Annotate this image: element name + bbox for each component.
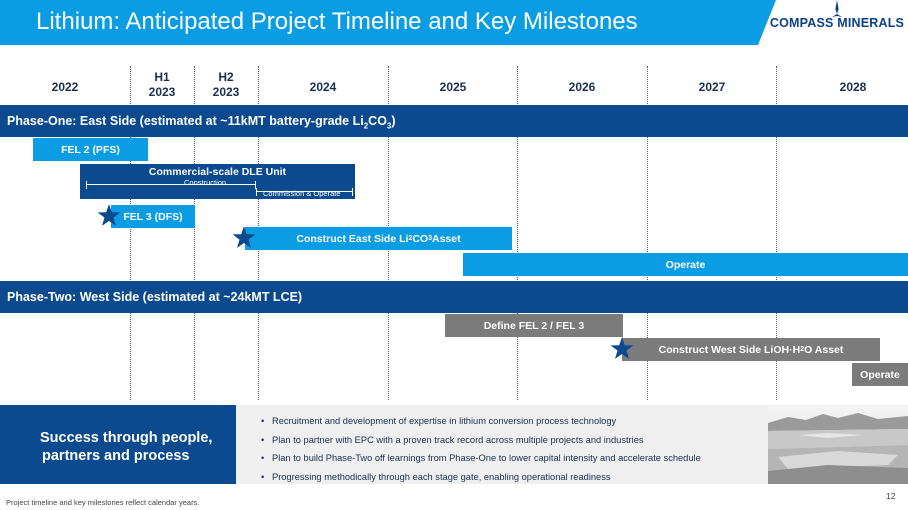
year-label: 2024 (309, 80, 337, 94)
slide-title: Lithium: Anticipated Project Timeline an… (36, 8, 638, 35)
construct-east-label-part: CO (412, 232, 429, 245)
fel3-bar: FEL 3 (DFS) (111, 205, 195, 228)
year-label: H2 2023 (212, 70, 240, 99)
phase-one-band: Phase-One: East Side (estimated at ~11kM… (0, 105, 908, 137)
operate-label: Operate (860, 368, 900, 381)
phase-two-title: Phase-Two: West Side (estimated at ~24kM… (7, 290, 303, 304)
phase-one-title-part: ) (391, 114, 396, 128)
milestone-star-icon (232, 226, 256, 248)
milestone-star-icon (97, 204, 121, 226)
construct-west-label-part: O Asset (804, 343, 844, 356)
headline-line: Success through people, (40, 430, 213, 446)
year-label: H1 2023 (148, 70, 176, 99)
phase-two-band: Phase-Two: West Side (estimated at ~24kM… (0, 281, 908, 313)
construction-label: Construction (184, 178, 227, 187)
subscript: 2 (408, 235, 413, 242)
define-fel-label: Define FEL 2 / FEL 3 (483, 319, 585, 332)
footnote: Project timeline and key milestones refl… (6, 498, 200, 507)
success-headline: Success through people, partners and pro… (40, 429, 212, 465)
operate-east-bar: Operate (463, 253, 908, 276)
operate-west-bar: Operate (852, 363, 908, 386)
commission-label: Commission & Operate (263, 189, 341, 198)
site-photo (768, 405, 908, 484)
subscript: 3 (428, 235, 432, 242)
construct-west-label: Construct West Side LiOH·H (658, 343, 801, 356)
bullet-item: Progressing methodically through each st… (261, 468, 701, 487)
slide-header: Lithium: Anticipated Project Timeline an… (0, 0, 908, 45)
define-fel-bar: Define FEL 2 / FEL 3 (445, 314, 623, 337)
gridline (130, 66, 131, 400)
gridline (647, 66, 648, 400)
page-number: 12 (886, 491, 896, 501)
headline-line: partners and process (42, 448, 190, 464)
gridline (194, 66, 195, 400)
gridline (776, 66, 777, 400)
subscript: 3 (386, 121, 392, 131)
subscript: 2 (363, 121, 369, 131)
milestone-star-icon (610, 337, 634, 359)
commission-bracket (256, 188, 353, 196)
construction-bracket (86, 181, 256, 189)
dle-title: Commercial-scale DLE Unit (148, 166, 287, 178)
bullet-item: Plan to partner with EPC with a proven t… (261, 431, 701, 450)
year-label: 2028 (839, 80, 867, 94)
construct-east-label: Construct East Side Li (296, 232, 409, 245)
logo-text: COMPASS MINERALS (769, 16, 905, 30)
gridline (517, 66, 518, 400)
fel3-label: FEL 3 (DFS) (123, 210, 183, 223)
success-panel: Success through people, partners and pro… (0, 405, 236, 484)
construct-west-bar: Construct West Side LiOH·H 2 O Asset (622, 338, 880, 361)
compass-star-icon (832, 0, 842, 17)
operate-label: Operate (665, 258, 706, 271)
year-label: 2026 (568, 80, 596, 94)
company-logo: COMPASS MINERALS (766, 0, 908, 45)
bullet-list: Recruitment and development of expertise… (261, 412, 701, 487)
year-label: 2022 (51, 80, 79, 94)
year-label: 2025 (439, 80, 467, 94)
phase-one-title-part: CO (368, 114, 387, 128)
fel2-label: FEL 2 (PFS) (61, 143, 120, 156)
construct-east-label-part: Asset (431, 232, 461, 245)
title-bar: Lithium: Anticipated Project Timeline an… (0, 0, 776, 45)
construct-east-bar: Construct East Side Li 2 CO 3 Asset (245, 227, 512, 250)
site-photo-image (768, 405, 908, 484)
subscript: 2 (800, 346, 805, 353)
bullet-item: Plan to build Phase-Two off learnings fr… (261, 449, 701, 468)
fel2-bar: FEL 2 (PFS) (33, 138, 148, 161)
year-label: 2027 (698, 80, 726, 94)
bullet-item: Recruitment and development of expertise… (261, 412, 701, 431)
phase-one-title: Phase-One: East Side (estimated at ~11kM… (7, 114, 364, 128)
dle-unit-bar: Commercial-scale DLE Unit Construction C… (80, 164, 355, 199)
